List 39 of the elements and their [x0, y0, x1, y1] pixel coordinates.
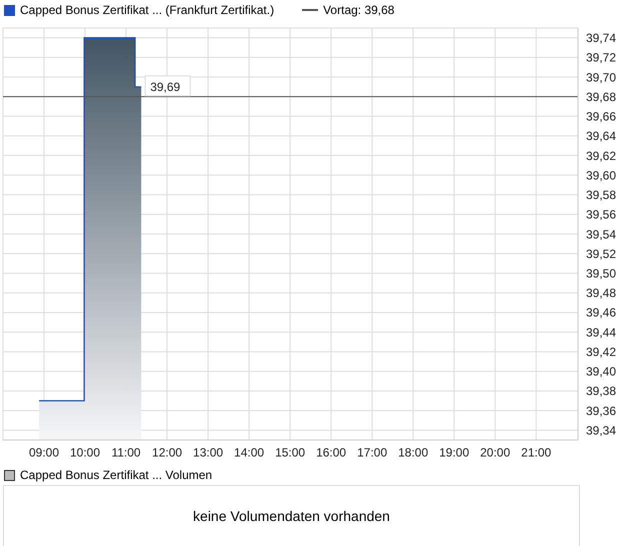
text: Capped Bonus Zertifikat ... Volumen	[20, 468, 212, 482]
y-tick-label: 39,68	[586, 90, 616, 104]
y-tick-label: 39,72	[586, 50, 616, 65]
x-tick-label: 14:00	[234, 446, 264, 460]
y-tick-label: 39,58	[586, 188, 616, 202]
y-tick-label: 39,64	[586, 129, 616, 144]
x-tick-label: 19:00	[439, 446, 470, 460]
y-tick-label: 39,42	[586, 344, 616, 359]
y-tick-label: 39,66	[586, 110, 616, 124]
x-tick-label: 18:00	[398, 446, 428, 460]
text: keine Volumendaten vorhanden	[193, 508, 390, 524]
x-tick-label: 10:00	[70, 446, 100, 460]
x-tick-label: 09:00	[28, 446, 60, 460]
y-tick-label: 39,36	[586, 404, 616, 418]
x-tick-label: 15:00	[275, 446, 306, 460]
y-tick-label: 39,62	[586, 148, 616, 163]
y-tick-label: 39,70	[586, 70, 616, 84]
y-tick-label: 39,34	[586, 423, 616, 438]
x-tick-label: 17:00	[357, 446, 388, 460]
y-tick-label: 39,52	[586, 246, 616, 261]
y-tick-label: 39,38	[586, 384, 616, 398]
y-tick-label: 39,60	[586, 168, 616, 182]
y-tick-label: 39,40	[586, 364, 616, 379]
x-tick-label: 21:00	[521, 446, 552, 460]
legend-label: Vortag: 39,68	[322, 3, 394, 17]
x-tick-label: 11:00	[111, 446, 141, 460]
y-tick-label: 39,50	[586, 266, 616, 280]
legend-label: Capped Bonus Zertifikat ... (Frankfurt Zertifikat.)	[19, 3, 274, 17]
y-tick-label: 39,74	[586, 31, 616, 46]
data-label: 39,69	[150, 80, 181, 94]
x-tick-label: 13:00	[193, 446, 224, 460]
x-tick-label: 12:00	[152, 446, 182, 460]
x-tick-label: 20:00	[480, 446, 510, 460]
y-tick-label: 39,48	[586, 286, 616, 300]
x-tick-label: 16:00	[316, 446, 346, 460]
y-tick-label: 39,46	[586, 306, 616, 320]
y-tick-label: 39,54	[586, 227, 616, 242]
y-tick-label: 39,56	[586, 208, 616, 222]
y-tick-label: 39,44	[586, 325, 616, 340]
